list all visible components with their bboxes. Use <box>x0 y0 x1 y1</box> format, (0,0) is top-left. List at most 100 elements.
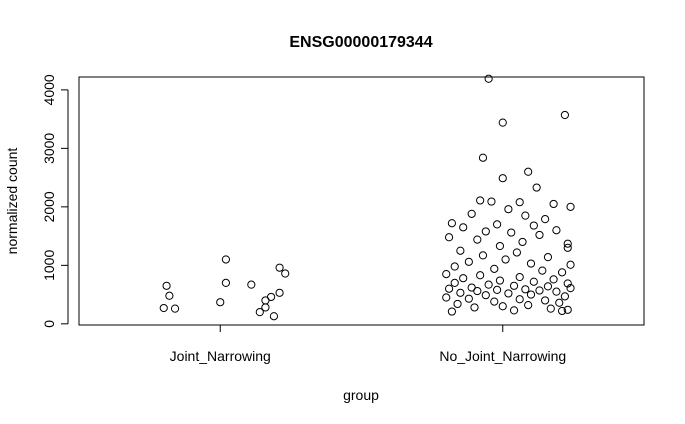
data-point <box>162 281 171 290</box>
data-point <box>521 285 530 294</box>
data-point <box>275 263 284 272</box>
data-point <box>464 294 473 303</box>
data-point <box>498 118 507 127</box>
data-point <box>473 235 482 244</box>
data-point <box>563 279 572 288</box>
data-point <box>504 289 513 298</box>
data-point <box>529 277 538 286</box>
data-point <box>221 255 230 264</box>
data-point <box>509 306 519 315</box>
y-tick-label: 2000 <box>41 191 57 222</box>
data-point <box>560 110 570 120</box>
data-point <box>487 197 496 206</box>
data-point <box>526 259 536 268</box>
data-point <box>524 301 533 310</box>
data-point <box>484 280 493 289</box>
data-point <box>549 199 558 209</box>
data-point <box>444 233 454 242</box>
data-point <box>459 274 468 283</box>
data-point <box>442 293 451 302</box>
data-point <box>281 269 290 278</box>
data-point <box>478 251 488 260</box>
data-point <box>165 291 174 300</box>
y-axis-label: normalized count <box>4 148 20 255</box>
data-point <box>563 305 572 314</box>
data-point <box>498 302 507 311</box>
data-point <box>453 299 462 309</box>
x-tick-label: Joint_Narrowing <box>170 348 271 364</box>
data-point <box>541 296 550 305</box>
data-point <box>476 271 485 280</box>
data-point <box>473 286 482 296</box>
data-point <box>504 205 513 214</box>
data-point <box>541 215 550 224</box>
y-tick-label: 3000 <box>41 133 57 164</box>
data-point <box>464 257 473 266</box>
data-point <box>490 297 499 306</box>
data-point <box>447 307 456 316</box>
data-point <box>490 264 499 273</box>
data-point <box>159 303 168 313</box>
data-point <box>557 306 567 316</box>
data-point <box>459 223 468 232</box>
data-point <box>447 219 456 228</box>
y-tick-label: 0 <box>41 320 57 328</box>
data-point <box>515 295 524 304</box>
data-point <box>538 266 547 275</box>
data-point <box>456 246 465 255</box>
data-point <box>493 285 502 295</box>
y-tick-label: 4000 <box>41 74 57 105</box>
data-point <box>535 286 544 295</box>
data-point <box>261 303 270 312</box>
data-point <box>442 270 451 279</box>
data-point <box>529 221 538 230</box>
data-point <box>512 248 521 257</box>
data-point <box>515 272 524 282</box>
data-point <box>493 220 502 229</box>
data-point <box>557 268 567 277</box>
data-point <box>216 298 225 307</box>
data-point <box>526 290 536 299</box>
data-point <box>495 276 505 285</box>
data-point <box>481 291 490 300</box>
data-point <box>532 183 541 192</box>
data-point <box>563 243 572 252</box>
data-point <box>498 174 507 183</box>
data-point <box>476 196 485 205</box>
data-point <box>566 284 575 293</box>
data-point <box>170 304 180 313</box>
data-point <box>269 312 279 321</box>
data-point <box>546 304 555 313</box>
y-axis: 0 1000 2000 3000 4000 <box>41 74 69 328</box>
data-point <box>495 241 505 251</box>
data-point <box>518 237 527 247</box>
data-point <box>535 230 544 240</box>
plot-box <box>78 76 645 326</box>
data-point <box>484 74 493 83</box>
data-point <box>549 275 558 284</box>
data-point <box>507 228 516 237</box>
data-point <box>255 308 264 317</box>
data-point <box>552 226 561 235</box>
data-point <box>566 202 575 211</box>
data-point <box>566 260 575 269</box>
data-points <box>159 74 575 321</box>
x-axis: Joint_Narrowing No_Joint_Narrowing <box>170 325 566 364</box>
data-point <box>509 281 519 290</box>
data-point <box>221 278 230 287</box>
y-tick-label: 1000 <box>41 250 57 281</box>
data-point <box>481 227 490 236</box>
chart-title: ENSG00000179344 <box>289 34 432 51</box>
data-point <box>560 292 570 301</box>
data-point <box>450 262 459 271</box>
data-point <box>247 280 256 289</box>
data-point <box>450 278 459 287</box>
data-point <box>543 282 553 291</box>
data-point <box>275 288 284 297</box>
data-point <box>261 296 270 305</box>
data-point <box>501 255 510 264</box>
data-point <box>456 288 465 297</box>
data-point <box>467 209 476 218</box>
data-point <box>444 284 454 293</box>
